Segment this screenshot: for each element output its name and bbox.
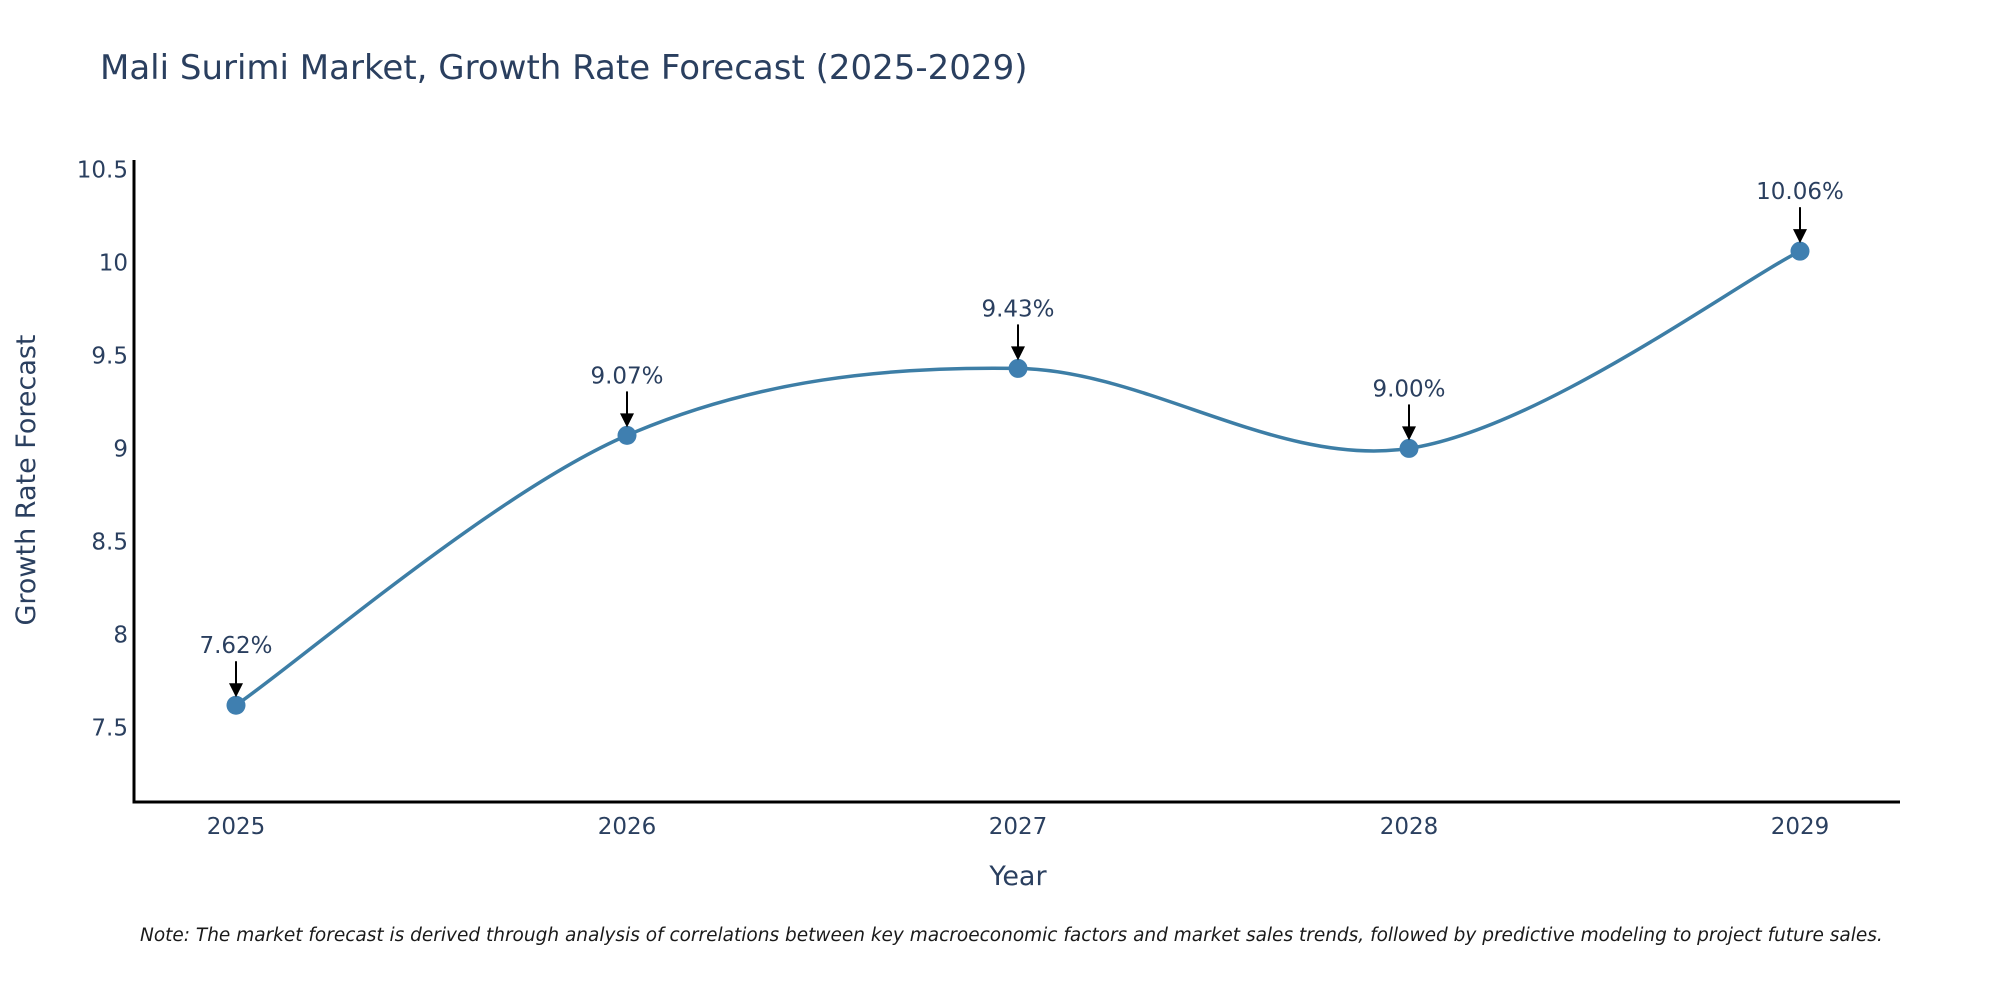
x-tick-label: 2026 bbox=[598, 814, 657, 840]
data-point-2029[interactable] bbox=[1790, 241, 1810, 261]
y-tick-label: 9.5 bbox=[91, 343, 128, 369]
y-tick-label: 7.5 bbox=[91, 716, 128, 742]
y-tick-label: 9 bbox=[113, 436, 128, 462]
x-axis-title: Year bbox=[988, 861, 1047, 892]
y-axis-title: Growth Rate Forecast bbox=[11, 334, 42, 625]
y-tick-label: 10.5 bbox=[77, 157, 128, 183]
y-tick-label: 8 bbox=[113, 623, 128, 649]
data-label: 7.62% bbox=[199, 633, 272, 659]
data-label: 10.06% bbox=[1756, 179, 1844, 205]
y-tick-label: 8.5 bbox=[91, 529, 128, 555]
x-tick-label: 2025 bbox=[207, 814, 266, 840]
data-label: 9.00% bbox=[1372, 376, 1445, 402]
x-tick-label: 2029 bbox=[1771, 814, 1830, 840]
annotation-arrow-head bbox=[620, 413, 634, 428]
plot-area: 7.5 8 8.5 9 9.5 10 10.5 2025 2026 2027 2028 2029 7.6… bbox=[77, 157, 1900, 840]
data-label: 9.07% bbox=[590, 363, 663, 389]
annotation-arrow-head bbox=[229, 683, 243, 698]
data-point-2028[interactable] bbox=[1399, 438, 1419, 458]
y-tick-label: 10 bbox=[99, 250, 128, 276]
data-point-2025[interactable] bbox=[226, 695, 246, 715]
data-point-2027[interactable] bbox=[1008, 358, 1028, 378]
data-label: 9.43% bbox=[981, 296, 1054, 322]
annotation-arrow-head bbox=[1011, 346, 1025, 361]
annotation-arrow-head bbox=[1402, 426, 1416, 441]
chart-title: Mali Surimi Market, Growth Rate Forecast… bbox=[100, 48, 1027, 88]
x-tick-label: 2028 bbox=[1380, 814, 1439, 840]
x-tick-label: 2027 bbox=[989, 814, 1048, 840]
annotation-arrow-head bbox=[1793, 229, 1807, 244]
data-point-2026[interactable] bbox=[617, 425, 637, 445]
footnote: Note: The market forecast is derived thr… bbox=[140, 925, 1883, 946]
